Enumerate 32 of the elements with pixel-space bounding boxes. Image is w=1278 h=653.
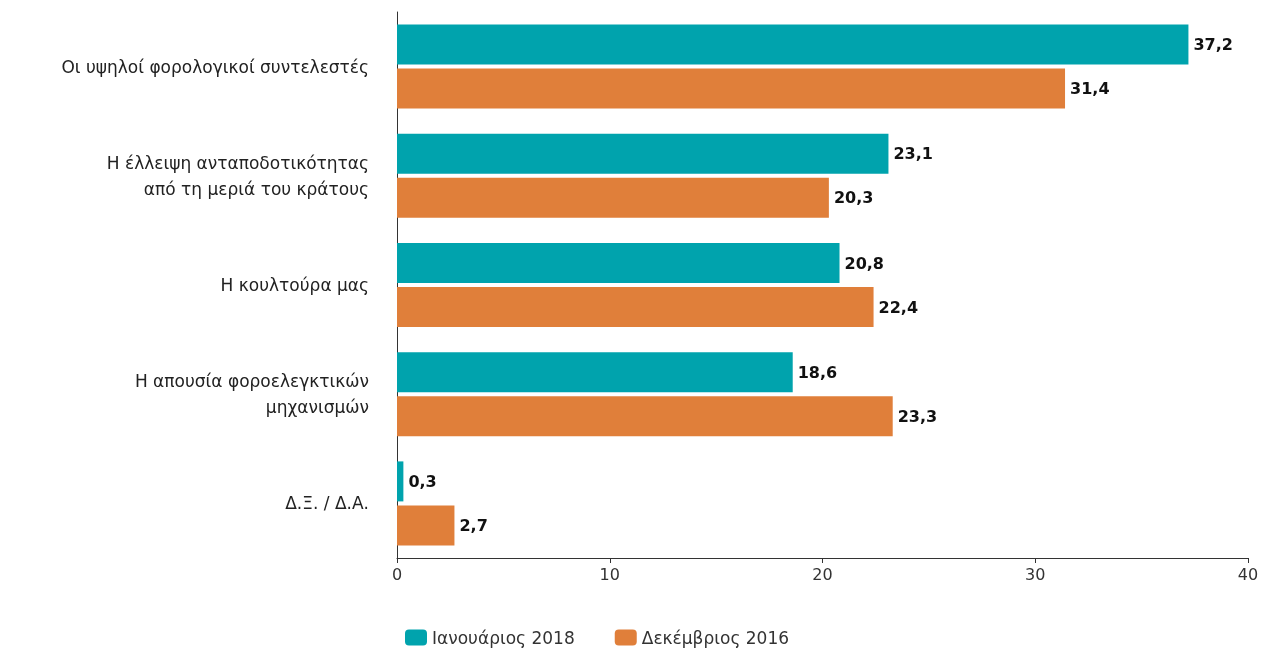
y-tick-label: Η κουλτούρα μας: [220, 275, 369, 295]
y-tick-label: Η έλλειψη ανταποδοτικότητας από τη μεριά του κράτους: [106, 152, 369, 199]
bar: [397, 352, 793, 393]
legend-label: Δεκέμβριος 2016: [641, 627, 790, 648]
x-tick-label: 30: [1025, 564, 1046, 584]
bar: [397, 24, 1189, 65]
data-label: 23,3: [897, 406, 938, 426]
bar: [397, 133, 889, 174]
bar: [397, 243, 840, 283]
x-tick-label: 40: [1237, 564, 1259, 584]
data-label: 20,8: [844, 253, 884, 273]
bar: [397, 287, 874, 327]
legend-label: Ιανουάριος 2018: [432, 627, 575, 648]
bar: [397, 505, 455, 546]
data-label: 0,3: [408, 471, 437, 491]
data-label: 2,7: [459, 515, 488, 535]
bar: [397, 396, 893, 437]
data-label: 31,4: [1070, 79, 1110, 99]
x-tick-label: 10: [599, 564, 620, 584]
bar: [397, 461, 404, 502]
data-label: 22,4: [878, 297, 919, 317]
y-tick-label: Η απουσία φοροελεγκτικών μηχανισμών: [134, 371, 369, 418]
bar: [397, 68, 1066, 109]
y-tick-label: Οι υψηλοί φορολογικοί συντελεστές: [61, 56, 369, 77]
x-tick-label: 20: [812, 564, 833, 584]
data-label: 20,3: [833, 188, 874, 208]
data-label: 23,1: [893, 144, 933, 164]
x-tick-label: 0: [391, 564, 403, 584]
bar: [397, 177, 829, 218]
data-label: 37,2: [1193, 35, 1233, 55]
data-label: 18,6: [797, 362, 838, 382]
y-tick-label: Δ.Ξ. / Δ.Α.: [285, 493, 369, 514]
